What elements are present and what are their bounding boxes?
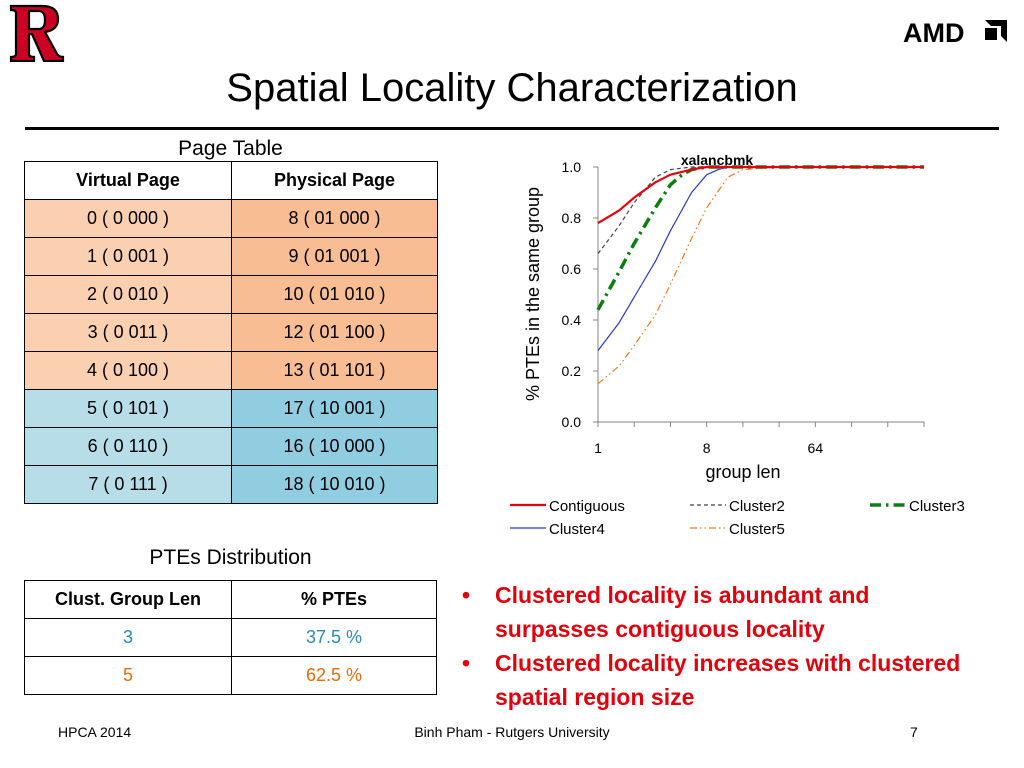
series-line-cluster4 (597, 166, 924, 351)
footer-author: Binh Pham - Rutgers University (414, 724, 610, 740)
y-axis-label: % PTEs in the same group (523, 187, 543, 401)
x-tick-label: 64 (808, 440, 824, 456)
amd-logo-text: AMD (903, 18, 965, 47)
physical-page-cell: 12 ( 01 100 ) (231, 313, 438, 352)
findings-list: • Clustered locality is abundant and sur… (458, 578, 1018, 714)
column-header: Virtual Page (24, 161, 232, 200)
table-row: 6 ( 0 110 ) 16 ( 10 000 ) (24, 427, 438, 466)
amd-logo: AMD (903, 18, 1007, 47)
bullet-line: spatial region size (495, 684, 695, 710)
table-header-row: Virtual Page Physical Page (24, 161, 438, 200)
y-tick-label: 0.4 (562, 312, 582, 328)
chart-title: xalancbmk (681, 152, 754, 168)
y-tick-label: 0.2 (562, 363, 582, 379)
column-header: % PTEs (231, 580, 437, 619)
physical-page-cell: 9 ( 01 001 ) (231, 237, 438, 276)
ptes-distribution-table: Clust. Group Len % PTEs 3 37.5 % 5 62.5 … (24, 580, 437, 695)
bullet-dot-icon: • (462, 650, 471, 676)
ptes-distribution-caption: PTEs Distribution (149, 546, 312, 569)
footer-conference: HPCA 2014 (58, 724, 132, 740)
footer-slide-number: 7 (910, 724, 918, 740)
physical-page-cell: 18 ( 10 010 ) (231, 465, 438, 504)
page-table-caption: Page Table (178, 137, 283, 160)
virtual-page-cell: 0 ( 0 000 ) (24, 199, 232, 238)
y-tick-label: 0.6 (562, 261, 582, 277)
legend-label: Contiguous (549, 498, 625, 515)
chart-legend: Contiguous Cluster2 Cluster3 Cluster4 Cluste… (510, 498, 965, 538)
locality-chart: 0.0 0.2 0.4 0.6 0.8 1.0 1 8 64 xalancbmk % PTEs … (510, 152, 965, 538)
y-tick-label: 0.0 (562, 414, 582, 430)
virtual-page-cell: 3 ( 0 011 ) (24, 313, 232, 352)
y-tick-label: 0.8 (562, 210, 582, 226)
table-row: 3 37.5 % (24, 618, 437, 657)
series-line-cluster2 (597, 166, 924, 255)
table-row: 7 ( 0 111 ) 18 ( 10 010 ) (24, 465, 438, 504)
legend-label: Cluster2 (729, 498, 785, 515)
virtual-page-cell: 6 ( 0 110 ) (24, 427, 232, 466)
table-row: 2 ( 0 010 ) 10 ( 01 010 ) (24, 275, 438, 314)
rutgers-r-logo (9, 4, 65, 62)
column-header: Clust. Group Len (24, 580, 232, 619)
x-tick-label: 1 (594, 440, 602, 456)
virtual-page-cell: 4 ( 0 100 ) (24, 351, 232, 390)
table-row: 3 ( 0 011 ) 12 ( 01 100 ) (24, 313, 438, 352)
series-line-contiguous (597, 165, 924, 225)
x-axis-label: group len (705, 462, 780, 482)
bullet-line: Clustered locality increases with cluste… (495, 650, 961, 676)
bullet-line: surpasses contiguous locality (495, 616, 825, 642)
table-row: 0 ( 0 000 ) 8 ( 01 000 ) (24, 199, 438, 238)
physical-page-cell: 16 ( 10 000 ) (231, 427, 438, 466)
group-len-cell: 3 (24, 618, 232, 657)
physical-page-cell: 8 ( 01 000 ) (231, 199, 438, 238)
table-header-row: Clust. Group Len % PTEs (24, 580, 437, 619)
amd-arrow-icon (985, 20, 1007, 42)
table-row: 5 62.5 % (24, 656, 437, 695)
group-len-cell: 5 (24, 656, 232, 695)
column-header: Physical Page (231, 161, 438, 200)
bullet-dot-icon: • (462, 582, 471, 608)
legend-label: Cluster3 (909, 498, 965, 515)
pct-ptes-cell: 62.5 % (231, 656, 437, 695)
pct-ptes-cell: 37.5 % (231, 618, 437, 657)
legend-label: Cluster4 (549, 521, 605, 538)
bullet-item: • Clustered locality increases with clus… (458, 646, 1018, 714)
physical-page-cell: 17 ( 10 001 ) (231, 389, 438, 428)
virtual-page-cell: 1 ( 0 001 ) (24, 237, 232, 276)
page-title: Spatial Locality Characterization (226, 66, 798, 110)
y-tick-label: 1.0 (562, 159, 582, 175)
table-row: 4 ( 0 100 ) 13 ( 01 101 ) (24, 351, 438, 390)
virtual-page-cell: 7 ( 0 111 ) (24, 465, 232, 504)
title-divider (25, 127, 999, 130)
x-tick-label: 8 (703, 440, 711, 456)
physical-page-cell: 13 ( 01 101 ) (231, 351, 438, 390)
bullet-line: Clustered locality is abundant and (495, 582, 870, 608)
legend-label: Cluster5 (729, 521, 785, 538)
virtual-page-cell: 5 ( 0 101 ) (24, 389, 232, 428)
table-row: 1 ( 0 001 ) 9 ( 01 001 ) (24, 237, 438, 276)
physical-page-cell: 10 ( 01 010 ) (231, 275, 438, 314)
table-row: 5 ( 0 101 ) 17 ( 10 001 ) (24, 389, 438, 428)
virtual-page-cell: 2 ( 0 010 ) (24, 275, 232, 314)
plot-area: 0.0 0.2 0.4 0.6 0.8 1.0 1 8 64 (562, 159, 925, 456)
page-table: Virtual Page Physical Page 0 ( 0 000 ) 8… (24, 161, 438, 504)
bullet-item: • Clustered locality is abundant and sur… (458, 578, 1018, 646)
